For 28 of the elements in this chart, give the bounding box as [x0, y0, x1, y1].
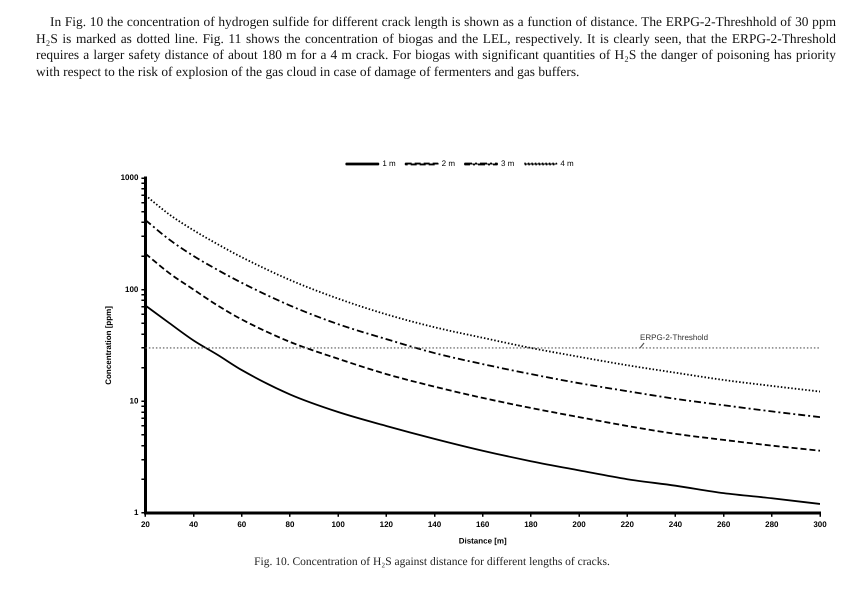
x-tick-label: 240 [668, 520, 683, 529]
x-tick-label: 40 [189, 520, 199, 529]
legend-label: 2 m [442, 159, 456, 168]
x-tick-label: 160 [476, 520, 490, 529]
x-tick-label: 140 [428, 520, 442, 529]
x-tick-label: 200 [572, 520, 586, 529]
legend-label: 3 m [501, 159, 515, 168]
x-tick-label: 80 [286, 520, 295, 529]
text: In Fig. 10 the concentration of hydrogen sulfide for different crack length is shown as a function of distance. The ERPG-2-Threshhold of 30 ppm H₂S is marked as dotted line. Fig. 11 shows the concentration of biogas and the LEL, respectively. It is clearly seen, that the ERPG-2-Threshold requires a larger safety distance of about 180 m for a 4 m crack. For biogas with significant quantities of H₂S the danger of poisoning has priority with respect to the risk of explosion of the gas cloud in case of damage of fermenters and gas buffers. [36, 14, 836, 80]
x-tick-label: 220 [620, 520, 634, 529]
y-axis-title: Concentration [ppm] [104, 306, 114, 385]
x-tick-label: 100 [331, 520, 346, 529]
ref-line-label: ERPG-2-Threshold [640, 333, 708, 342]
x-tick-label: 20 [140, 520, 150, 529]
x-tick-label: 260 [716, 520, 731, 529]
y-tick-label: 100 [125, 284, 139, 294]
caption: Fig. 10. Concentration of H₂S against distance for different lengths of cracks. [253, 556, 611, 568]
x-tick-label: 120 [380, 520, 394, 529]
x-tick-label: 180 [524, 520, 538, 529]
x-axis-title: Distance [m] [458, 536, 508, 546]
x-tick-label: 300 [813, 520, 828, 529]
y-tick-label: 1000 [120, 173, 139, 182]
y-tick-label: 1 [134, 508, 139, 518]
y-tick-label: 10 [129, 396, 139, 406]
legend-label: 1 m [382, 159, 396, 168]
x-tick-label: 280 [765, 520, 780, 529]
legend-label: 4 m [560, 159, 574, 168]
x-tick-label: 60 [237, 520, 247, 529]
